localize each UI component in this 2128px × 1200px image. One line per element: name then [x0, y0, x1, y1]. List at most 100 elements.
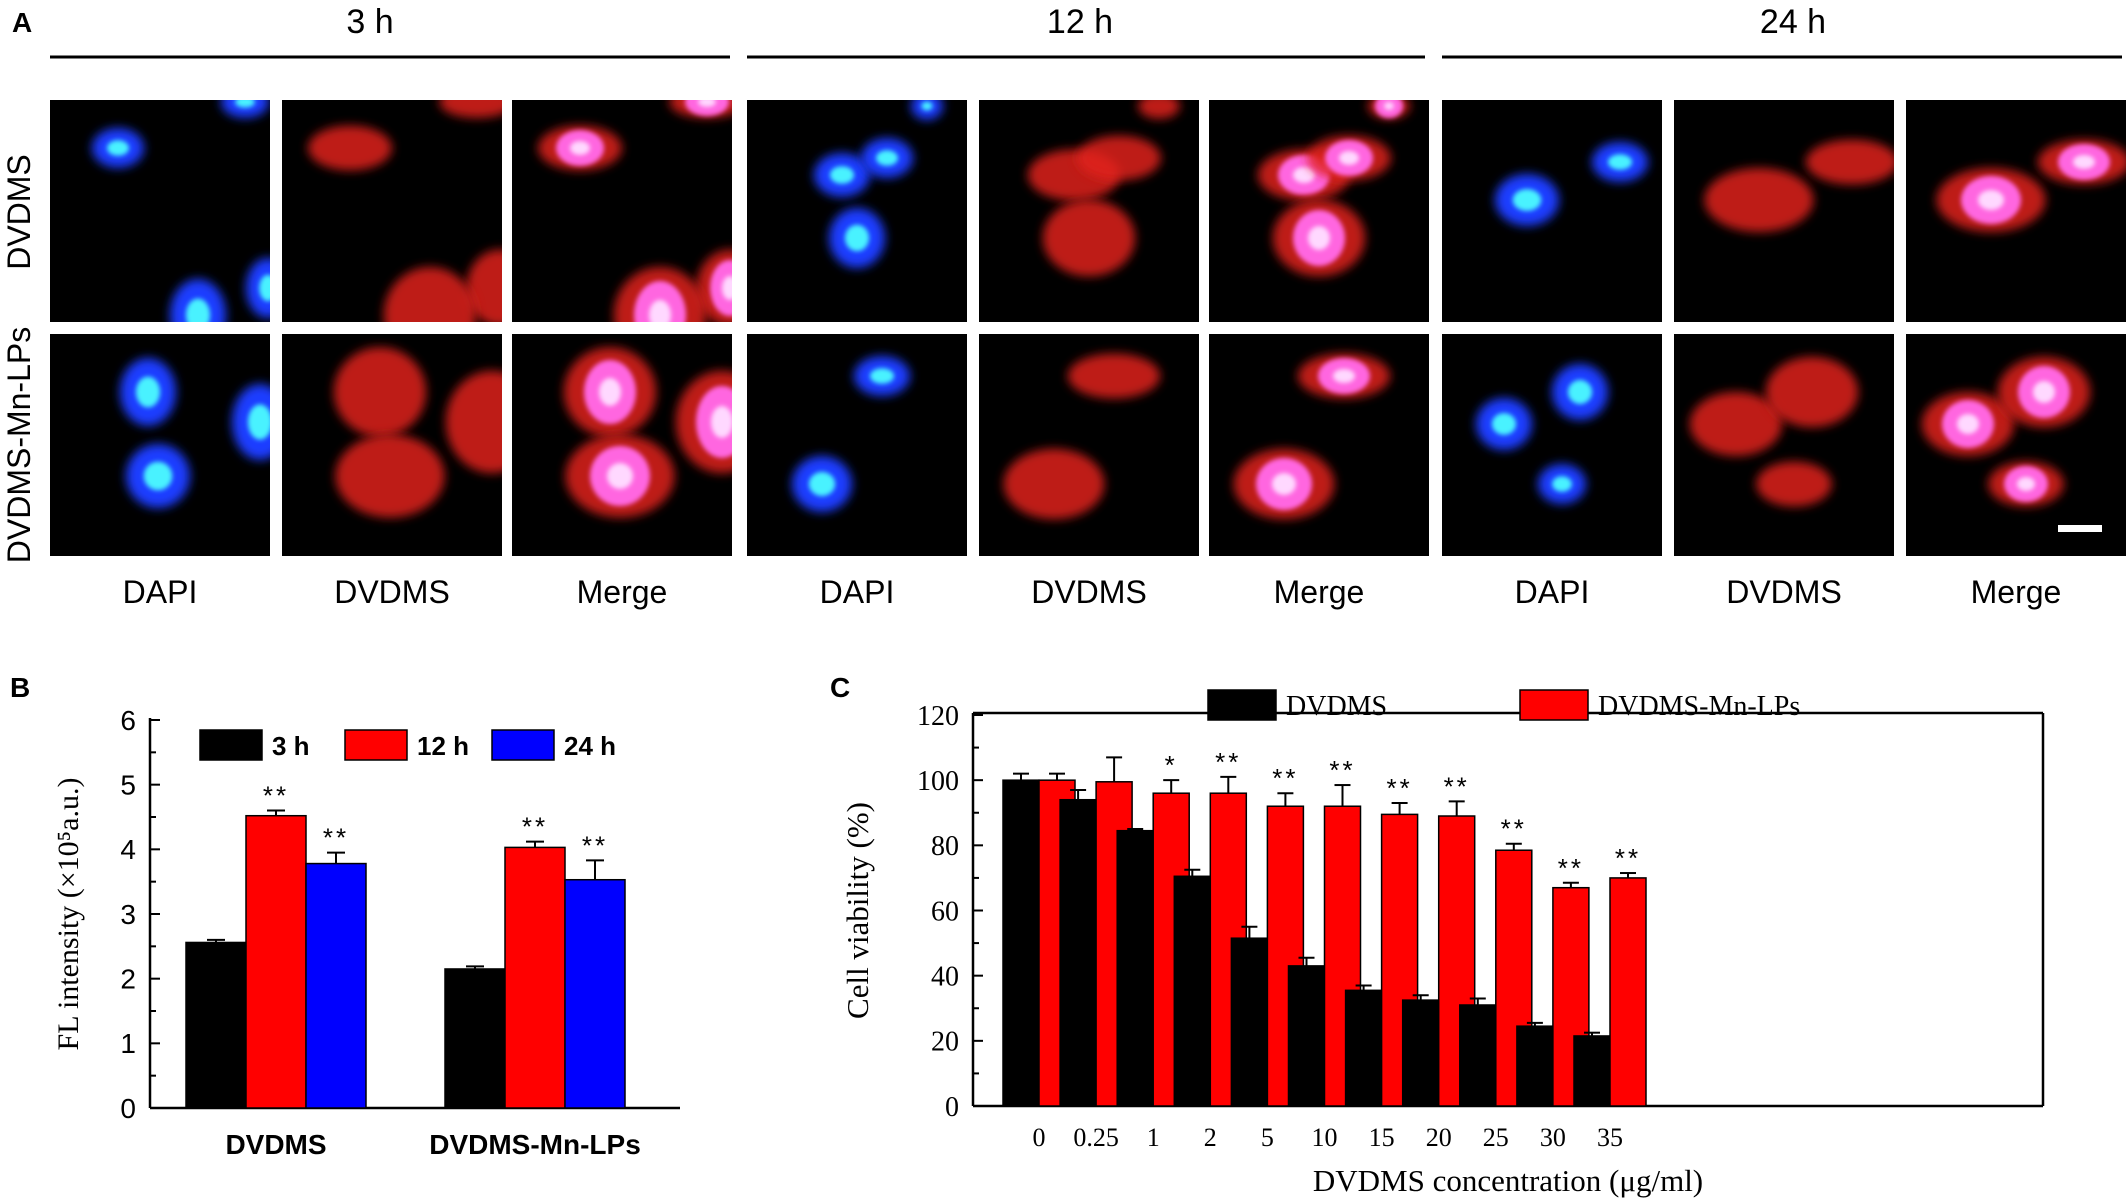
bar: [1573, 1035, 1611, 1107]
channel-label: DVDMS: [1726, 574, 1842, 610]
channel-label: DAPI: [820, 574, 895, 610]
significance-marker: **: [522, 812, 548, 842]
legend-label: 24 h: [564, 731, 616, 761]
bar: [1287, 965, 1326, 1107]
time-point-headers: 3 h 12 h 24 h: [50, 3, 2122, 59]
significance-marker: **: [582, 830, 608, 860]
significance-marker: **: [1386, 773, 1412, 803]
legend-label: DVDMS: [1286, 691, 1387, 722]
row-label: DVDMS-Mn-LPs: [1, 327, 37, 563]
significance-marker: **: [1272, 763, 1298, 793]
bar: [305, 862, 367, 1109]
time-point-header: 24 h: [1760, 3, 1826, 41]
row-label: DVDMS: [1, 154, 37, 270]
y-tick-label: 3: [120, 899, 136, 930]
channel-label: Merge: [1274, 574, 1365, 610]
panel-b-fl-intensity-chart: B 0 1 2 3 4 5 6 FL intensity (×10⁵a.u.) DVDMS DVD…: [10, 672, 680, 1160]
micrograph-dvdms: [979, 334, 1199, 556]
micrograph-dapi: [747, 334, 967, 556]
legend-swatch: [491, 729, 555, 761]
y-tick-label: 2: [120, 963, 136, 994]
y-tick-label: 4: [120, 834, 136, 865]
significance-marker: **: [1444, 771, 1470, 801]
x-tick-label: 0: [1033, 1123, 1046, 1152]
x-tick-label: 35: [1597, 1123, 1623, 1152]
bar: [1173, 875, 1212, 1107]
legend-swatch: [1207, 689, 1277, 721]
significance-marker: **: [1215, 747, 1241, 777]
time-point-header: 12 h: [1047, 3, 1113, 41]
bar: [1609, 877, 1647, 1107]
y-tick-label: 0: [120, 1093, 136, 1124]
x-tick-label: 25: [1483, 1123, 1509, 1152]
channel-label: Merge: [577, 574, 668, 610]
y-tick-label: 6: [120, 705, 136, 736]
bar: [1230, 937, 1269, 1107]
micrograph-merge: [512, 334, 732, 556]
micrograph-grid: [50, 100, 2126, 556]
micrograph-dapi: [1442, 334, 1662, 556]
y-tick-label: 100: [917, 766, 959, 797]
x-tick-label: 5: [1261, 1123, 1274, 1152]
panel-b-label: B: [10, 672, 30, 703]
x-tick-label: 20: [1426, 1123, 1452, 1152]
panel-a-label: A: [12, 7, 32, 38]
panel-b-legend: 3 h 12 h 24 h: [199, 729, 616, 761]
legend-swatch: [199, 729, 263, 761]
bar: [185, 941, 247, 1109]
bar: [504, 846, 566, 1109]
significance-marker: **: [323, 823, 349, 853]
x-tick-label: 1: [1147, 1123, 1160, 1152]
scale-bar: [2058, 525, 2102, 532]
panel-c-bars: * **** **** ****** **: [1002, 747, 1647, 1107]
bar: [444, 968, 506, 1109]
micrograph-dapi: [1442, 100, 1662, 322]
panel-c-label: C: [830, 672, 850, 703]
significance-marker: *: [1165, 750, 1178, 780]
y-tick-label: 60: [931, 896, 959, 927]
micrograph-dvdms: [282, 100, 502, 322]
bar: [1059, 798, 1097, 1107]
micrograph-dapi: [50, 100, 270, 322]
bar: [1516, 1025, 1554, 1107]
channel-label: DAPI: [1515, 574, 1590, 610]
bar: [1344, 989, 1383, 1107]
micrograph-merge: [512, 100, 732, 322]
panel-a-micrographs: A 3 h 12 h 24 h DVDMS DVDMS-Mn-LPs DAPI DVDM…: [1, 3, 2126, 610]
bar: [564, 878, 626, 1109]
channel-labels: DAPI DVDMS Merge DAPI DVDMS Merge DAPI DVDMS Mer…: [123, 574, 2062, 610]
significance-marker: **: [1501, 814, 1527, 844]
bar: [1116, 829, 1154, 1107]
legend-label: 12 h: [417, 731, 469, 761]
panel-b-bars: ** ** ** **: [185, 781, 626, 1109]
bar: [1401, 999, 1440, 1107]
x-tick-label: 30: [1540, 1123, 1566, 1152]
legend-swatch: [1519, 689, 1589, 721]
y-tick-label: 40: [931, 961, 959, 992]
x-tick-label: 2: [1204, 1123, 1217, 1152]
panel-b-axes: 0 1 2 3 4 5 6 FL intensity (×10⁵a.u.) DVDMS DVDMS…: [52, 705, 680, 1160]
channel-label: DVDMS: [1031, 574, 1147, 610]
y-axis-label: Cell viability (%): [840, 802, 875, 1019]
bar: [245, 814, 307, 1109]
x-tick-label: DVDMS: [225, 1129, 326, 1160]
x-tick-label: DVDMS-Mn-LPs: [429, 1129, 641, 1160]
micrograph-dvdms: [1674, 100, 1894, 322]
legend-label: DVDMS-Mn-LPs: [1598, 691, 1800, 722]
x-axis-label: DVDMS concentration (μg/ml): [1313, 1163, 1703, 1198]
micrograph-dvdms: [282, 334, 502, 556]
micrograph-merge: [1209, 100, 1429, 322]
significance-marker: **: [1615, 843, 1641, 873]
y-tick-label: 80: [931, 831, 959, 862]
x-tick-label: 15: [1369, 1123, 1395, 1152]
y-tick-label: 0: [945, 1092, 959, 1123]
micrograph-dvdms: [979, 100, 1199, 322]
y-tick-label: 5: [120, 769, 136, 800]
micrograph-merge: [1209, 334, 1429, 556]
significance-marker: **: [1329, 755, 1355, 785]
bar: [1459, 1004, 1497, 1107]
significance-marker: **: [1558, 853, 1584, 883]
